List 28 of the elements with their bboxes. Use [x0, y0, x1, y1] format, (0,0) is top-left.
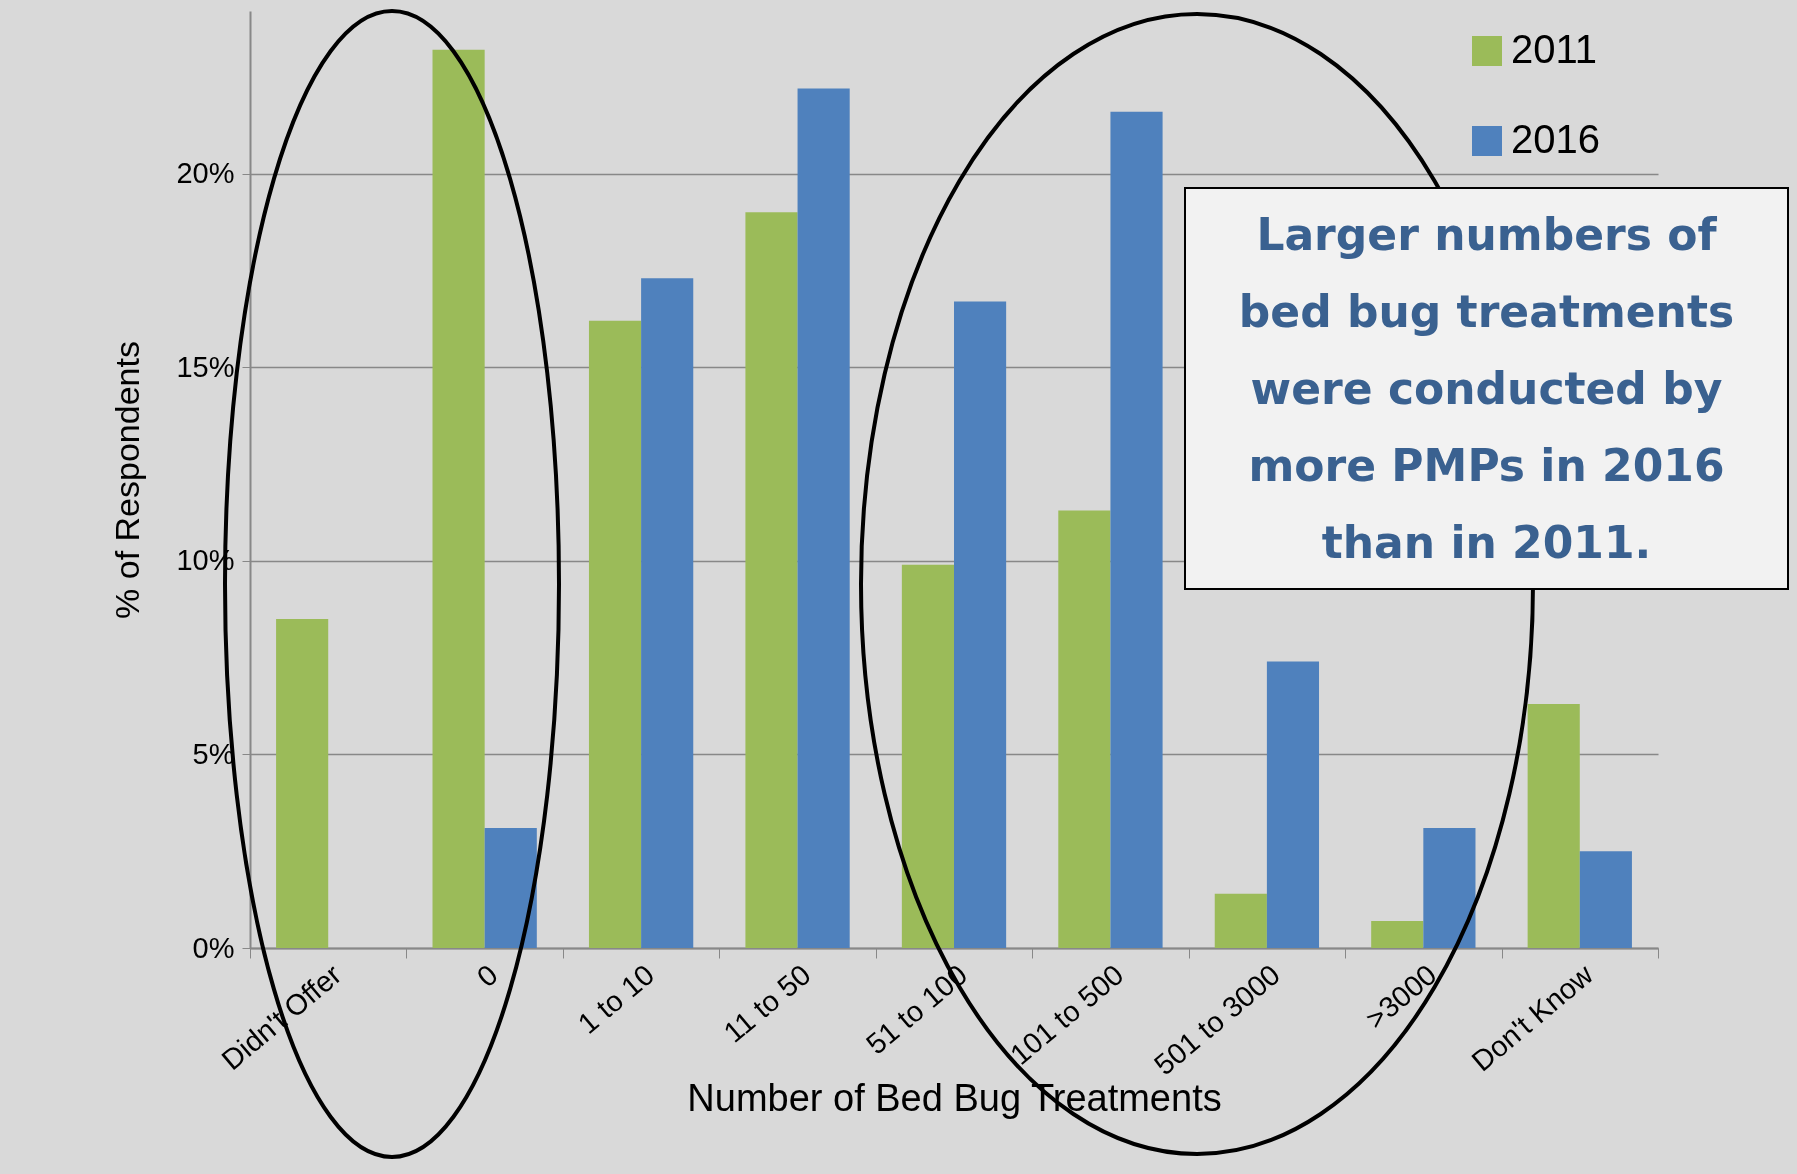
- bar: [276, 618, 329, 948]
- x-tick-label: 101 to 500: [1004, 958, 1130, 1071]
- x-tick-label: 1 to 10: [571, 958, 661, 1040]
- bar: [954, 301, 1007, 948]
- y-tick-label: 15%: [176, 350, 235, 383]
- bar: [1110, 111, 1163, 948]
- bar: [484, 827, 537, 948]
- legend-label: 2011: [1511, 27, 1598, 71]
- bar: [1371, 920, 1424, 948]
- bar: [1058, 510, 1111, 948]
- bar: [797, 88, 850, 948]
- bar: [1214, 893, 1267, 948]
- annotation: Larger numbers of bed bug treatments were conducted by more PMPs in 2016 than in 2011.: [1184, 187, 1789, 590]
- x-tick-label: 0: [470, 958, 504, 994]
- y-tick-label: 20%: [176, 157, 235, 190]
- bar: [901, 564, 954, 948]
- legend-label: 2016: [1511, 117, 1600, 161]
- bar: [745, 212, 798, 948]
- y-tick-label: 0%: [192, 931, 235, 964]
- bar: [432, 49, 485, 948]
- bar: [588, 320, 642, 948]
- bar: [1423, 827, 1476, 948]
- bar: [1579, 851, 1632, 948]
- bar: [641, 278, 694, 948]
- bar: [1527, 704, 1580, 948]
- y-axis-title: % of Respondents: [108, 341, 147, 619]
- bar: [1266, 661, 1320, 948]
- x-tick-label: 11 to 50: [717, 958, 817, 1049]
